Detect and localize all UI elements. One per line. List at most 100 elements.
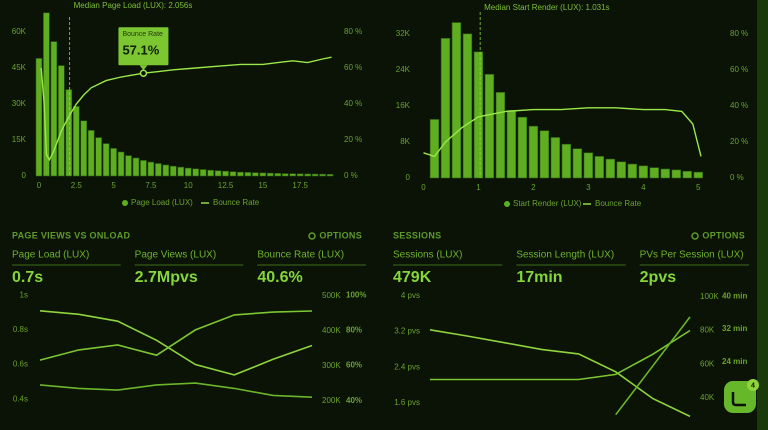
- bar: [296, 173, 304, 177]
- x-tick-label: 5: [111, 181, 116, 190]
- bar: [214, 170, 222, 177]
- axis-tick-label: 0.6s: [13, 360, 28, 369]
- x-tick-label: 12.5: [218, 181, 234, 190]
- bar: [649, 167, 659, 179]
- x-tick-label: 2.5: [71, 181, 83, 190]
- axis-tick-label: 500K: [322, 291, 341, 300]
- bar: [473, 51, 484, 179]
- y2-tick-label: 0 %: [730, 173, 744, 182]
- x-tick-label: 4: [641, 183, 646, 192]
- chat-button[interactable]: 4: [724, 379, 759, 413]
- axis-tick-label: 0.8s: [13, 325, 28, 334]
- bounce-line: [423, 107, 702, 158]
- bar: [170, 165, 177, 177]
- trend-line: [39, 382, 313, 398]
- chat-icon: [731, 392, 746, 407]
- chat-badge-count: 4: [751, 382, 755, 389]
- metric-value: 2.7Mpvs: [135, 269, 198, 286]
- bar: [671, 169, 681, 179]
- bar: [95, 137, 102, 177]
- y-tick-label: 16K: [396, 101, 411, 110]
- trend-line: [429, 329, 691, 418]
- y-tick-label: 60K: [12, 27, 27, 36]
- bar: [528, 125, 539, 179]
- bounce-line: [40, 56, 332, 162]
- bar: [140, 160, 147, 177]
- y-tick-label: 30K: [12, 99, 27, 108]
- chat-icon-bg[interactable]: [724, 381, 756, 413]
- axis-tick-label: 0.4s: [13, 394, 28, 403]
- bar: [550, 137, 561, 179]
- bar: [192, 168, 199, 177]
- y-tick-label: 15K: [12, 135, 27, 144]
- metric-value: 0.7s: [12, 269, 43, 286]
- tooltip-title: Bounce Rate: [122, 31, 163, 38]
- bar: [429, 119, 440, 179]
- legend-label: Bounce Rate: [595, 199, 642, 208]
- metric-label: Session Length (LUX): [516, 250, 614, 261]
- bar: [627, 163, 638, 179]
- metric-value: 40.6%: [257, 269, 302, 286]
- bar: [594, 156, 605, 179]
- bar: [252, 172, 259, 177]
- bar: [638, 165, 649, 179]
- x-tick-label: 0: [37, 181, 42, 190]
- axis-tick-label: 40K: [700, 393, 715, 402]
- bar: [274, 173, 282, 177]
- section-title: SESSIONS: [393, 230, 441, 240]
- bar: [440, 38, 451, 179]
- y2-tick-label: 40 %: [344, 99, 362, 108]
- x-tick-label: 5: [696, 183, 701, 192]
- legend-label: Bounce Rate: [213, 198, 260, 207]
- bar: [102, 143, 110, 177]
- y-tick-label: 24K: [396, 65, 411, 74]
- options-icon: [691, 232, 699, 240]
- trend-line: [430, 329, 691, 381]
- bar: [132, 157, 140, 177]
- legend-bar-swatch: [504, 201, 510, 207]
- axis-tick-label: 80K: [700, 326, 715, 335]
- metric-label: Page Views (LUX): [135, 250, 217, 261]
- axis-tick-label: 1.6 pvs: [394, 398, 420, 407]
- legend-bar-swatch: [122, 200, 128, 206]
- bar: [155, 163, 162, 177]
- options-link[interactable]: OPTIONS: [702, 230, 745, 240]
- legend-label: Page Load (LUX): [131, 198, 193, 207]
- metric-value: 2pvs: [640, 269, 677, 286]
- bar: [462, 33, 473, 179]
- axis-tick-label: 24 min: [722, 357, 747, 366]
- axis-tick-label: 32 min: [722, 324, 747, 333]
- axis-tick-label: 100K: [700, 292, 719, 301]
- metric-value: 479K: [393, 269, 432, 286]
- x-tick-label: 15: [258, 181, 267, 190]
- axis-tick-label: 60K: [700, 359, 715, 368]
- bar: [80, 120, 88, 177]
- axis-tick-label: 40%: [346, 396, 362, 405]
- bar: [244, 172, 252, 177]
- y2-tick-label: 60 %: [344, 63, 362, 72]
- bar: [125, 155, 132, 177]
- bar: [484, 74, 495, 179]
- axis-tick-label: 2.4 pvs: [394, 362, 420, 371]
- bar: [117, 151, 125, 177]
- bar: [281, 173, 289, 177]
- median-annotation: Median Start Render (LUX): 1.031s: [484, 3, 609, 12]
- bar: [451, 22, 462, 179]
- axis-tick-label: 1s: [20, 290, 28, 299]
- bar: [58, 65, 65, 177]
- y2-tick-label: 80 %: [730, 29, 748, 38]
- bar: [237, 171, 244, 177]
- bar: [177, 166, 185, 177]
- x-tick-label: 17.5: [292, 181, 308, 190]
- options-link[interactable]: OPTIONS: [319, 230, 362, 240]
- trend-line: [39, 310, 313, 376]
- legend-label: Start Render (LUX): [513, 199, 582, 208]
- y-tick-label: 45K: [12, 63, 27, 72]
- bar: [207, 169, 214, 177]
- bar: [561, 143, 572, 179]
- bar: [616, 161, 627, 179]
- bar: [184, 167, 192, 177]
- tooltip-value: 57.1%: [122, 43, 159, 58]
- metric-label: Page Load (LUX): [12, 250, 89, 261]
